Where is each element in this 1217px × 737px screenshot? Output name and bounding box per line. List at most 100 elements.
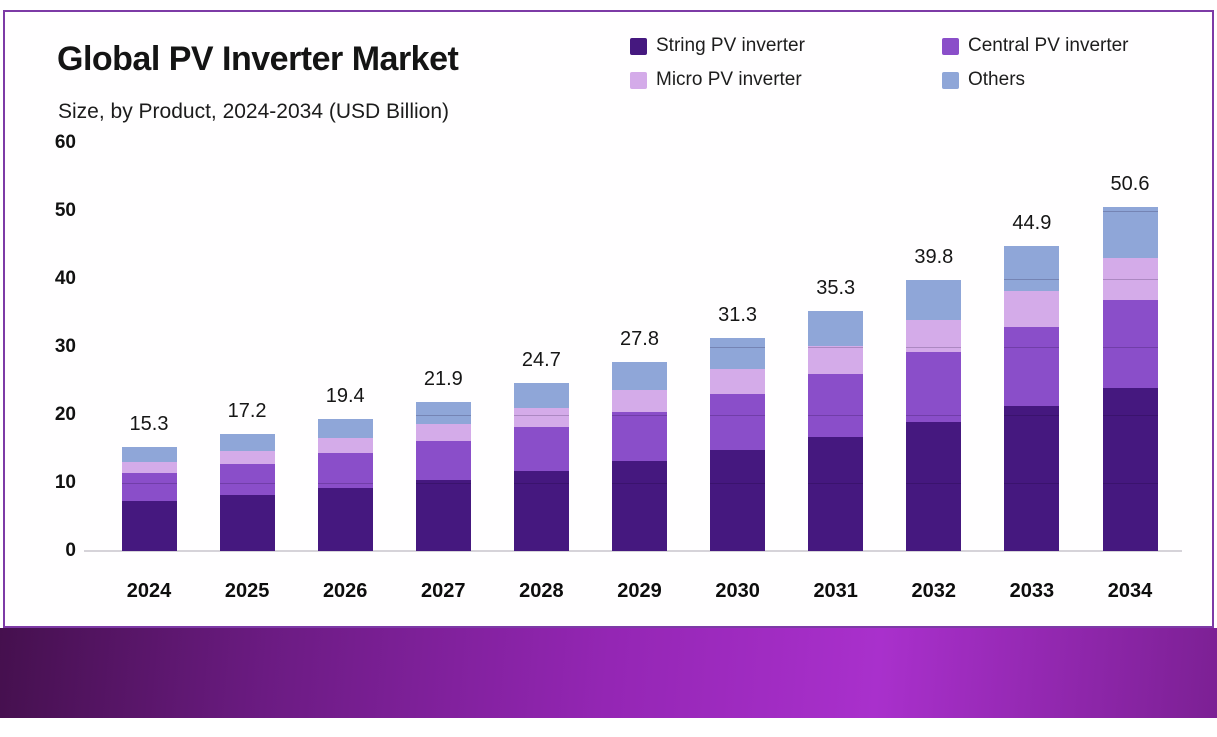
x-axis-line (84, 550, 1182, 552)
x-axis-label-2026: 2026 (322, 580, 368, 602)
x-axis-label-2025: 2025 (224, 580, 270, 602)
bar-segment-2029-micro-pv-inverter (612, 389, 667, 412)
chart-subtitle: Size, by Product, 2024-2034 (USD Billion… (58, 100, 450, 123)
bar-segment-2025-central-pv-inverter (219, 463, 275, 496)
y-axis-tick-20: 20 (54, 404, 76, 425)
legend-swatch-icon (630, 71, 647, 89)
legend-label: String PV inverter (656, 35, 805, 56)
legend-swatch-icon (942, 37, 959, 55)
bar-gridline (1102, 347, 1158, 348)
legend-label: Others (968, 69, 1026, 90)
legend-item-others: Others (942, 68, 1025, 92)
bar-total-label-2029: 27.8 (620, 327, 659, 350)
y-axis-tick-30: 30 (54, 336, 76, 357)
x-axis-label-2024: 2024 (126, 580, 172, 602)
bar-segment-2024-micro-pv-inverter (121, 461, 177, 474)
legend-item-central-pv-inverter: Central PV inverter (942, 34, 1129, 58)
bar-gridline (906, 483, 962, 484)
bar-gridline (219, 483, 275, 484)
bar-total-label-2031: 35.3 (816, 276, 856, 299)
bar-gridline (513, 415, 569, 416)
bar-gridline (1004, 483, 1060, 484)
bar-segment-2034-micro-pv-inverter (1102, 257, 1158, 301)
chart-title: Global PV Inverter Market (57, 40, 459, 78)
legend-item-string-pv-inverter: String PV inverter (630, 34, 805, 58)
bar-segment-2028-others (513, 383, 569, 409)
x-axis-label-2028: 2028 (519, 580, 564, 602)
y-axis-tick-10: 10 (54, 472, 76, 493)
bar-gridline (1004, 415, 1060, 416)
bar-total-label-2030: 31.3 (718, 304, 758, 327)
bar-gridline (1102, 279, 1158, 280)
bar-segment-2034-central-pv-inverter (1102, 300, 1158, 389)
bar-segment-2029-string-pv-inverter (612, 461, 667, 551)
bar-gridline (710, 415, 766, 416)
bar-gridline (121, 483, 177, 484)
x-axis-label-2029: 2029 (617, 580, 662, 602)
bar-segment-2026-others (317, 419, 373, 439)
bar-gridline (710, 483, 766, 484)
bar-segment-2025-others (219, 434, 275, 452)
bar-segment-2025-string-pv-inverter (219, 495, 275, 551)
bar-segment-2027-micro-pv-inverter (415, 423, 471, 441)
bar-segment-2024-others (121, 446, 177, 462)
bar-segment-2030-string-pv-inverter (710, 449, 766, 551)
bar-segment-2031-micro-pv-inverter (808, 346, 864, 375)
y-axis-tick-40: 40 (54, 268, 76, 289)
bar-gridline (1102, 211, 1158, 212)
footer-banner: The Market will Grow At the CAGR of: 12.… (0, 628, 1217, 718)
bar-gridline (710, 347, 766, 348)
bar-total-label-2024: 15.3 (129, 412, 169, 435)
bar-segment-2025-micro-pv-inverter (219, 451, 275, 464)
bar-segment-2034-others (1102, 206, 1158, 258)
bar-total-label-2033: 44.9 (1012, 211, 1052, 234)
bar-segment-2030-central-pv-inverter (710, 393, 766, 450)
bottom-margin (0, 718, 1217, 737)
bar-gridline (1004, 347, 1060, 348)
bar-segment-2029-others (612, 361, 667, 390)
x-axis-label-2027: 2027 (421, 580, 466, 602)
bar-gridline (513, 483, 569, 484)
x-axis-label-2031: 2031 (813, 580, 858, 602)
x-axis-label-2030: 2030 (715, 580, 760, 602)
bar-segment-2030-micro-pv-inverter (710, 369, 766, 394)
bar-segment-2027-others (415, 402, 471, 424)
bar-gridline (612, 483, 667, 484)
y-axis-tick-0: 0 (65, 540, 76, 561)
bar-segment-2031-central-pv-inverter (808, 374, 864, 437)
bar-segment-2027-string-pv-inverter (415, 480, 471, 551)
bar-segment-2032-central-pv-inverter (906, 352, 962, 423)
bar-segment-2029-central-pv-inverter (612, 411, 667, 462)
bar-segment-2031-others (808, 310, 864, 347)
legend-swatch-icon (630, 37, 647, 55)
legend-label: Micro PV inverter (656, 69, 802, 90)
y-axis-tick-50: 50 (54, 200, 76, 221)
bar-gridline (1102, 483, 1158, 484)
bar-segment-2024-string-pv-inverter (121, 501, 177, 551)
bar-gridline (808, 483, 864, 484)
bar-total-label-2032: 39.8 (914, 246, 954, 269)
legend-item-micro-pv-inverter: Micro PV inverter (630, 68, 802, 92)
legend-swatch-icon (942, 71, 959, 89)
bar-gridline (415, 415, 471, 416)
bar-segment-2034-string-pv-inverter (1102, 388, 1158, 551)
bar-segment-2026-central-pv-inverter (317, 453, 373, 489)
bar-segment-2028-central-pv-inverter (513, 427, 569, 472)
bar-segment-2026-string-pv-inverter (317, 488, 373, 551)
bar-gridline (612, 415, 667, 416)
bar-total-label-2028: 24.7 (521, 349, 561, 372)
bar-segment-2030-others (710, 338, 766, 370)
bar-gridline (808, 415, 864, 416)
bar-gridline (317, 483, 373, 484)
bar-total-label-2025: 17.2 (227, 400, 267, 423)
bar-gridline (1102, 415, 1158, 416)
bar-segment-2032-others (906, 280, 962, 321)
bar-segment-2033-string-pv-inverter (1004, 406, 1060, 551)
bar-segment-2033-micro-pv-inverter (1004, 291, 1060, 328)
bar-segment-2033-central-pv-inverter (1004, 327, 1060, 407)
bar-total-label-2027: 21.9 (423, 368, 463, 391)
bar-gridline (906, 347, 962, 348)
plot-area: 0 10 20 30 40 50 60 15.3 2024 17.2 2025 19.4 2026 21.… (54, 132, 1182, 602)
bar-segment-2027-central-pv-inverter (415, 440, 471, 481)
